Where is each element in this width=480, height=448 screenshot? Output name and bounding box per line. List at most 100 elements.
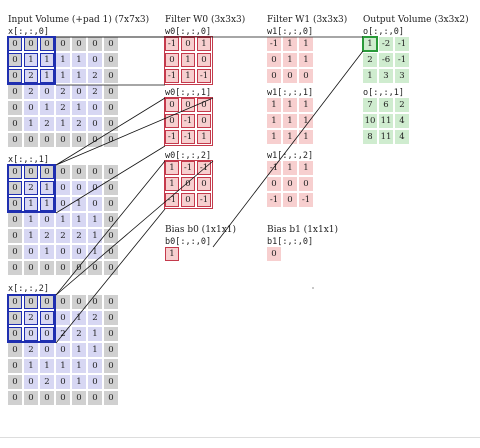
input-field-cell-outline [8,37,22,51]
w0-grid-0-cell: 0 [197,53,211,67]
input-grid-2-cell: 0 [88,359,102,373]
w0-cell-outline [165,193,179,207]
input-grid-0-cell: 2 [56,85,70,99]
input-grid-1-cell: 0 [72,165,86,179]
input-field-cell-outline [24,311,38,325]
w1-grid-1-cell: 1 [299,114,313,128]
input-field-cell-outline [8,181,22,195]
w0-cell-outline [165,130,179,144]
input-grid-2-cell: 1 [56,359,70,373]
input-grid-2-cell: 0 [88,375,102,389]
input-grid-2-cell: 0 [24,391,38,405]
input-field-cell-outline [8,311,22,325]
input-field-cell-outline [40,295,54,309]
w1-grid-2-cell: 0 [299,177,313,191]
input-grid-0-cell: 0 [8,53,22,67]
input-grid-2-cell: 0 [56,375,70,389]
input-grid-0-cell: 1 [40,69,54,83]
output-slice-label-1: o[:,:,1] [363,88,404,98]
input-grid-1-cell: 0 [56,197,70,211]
w1-grid-2-cell: 0 [283,177,297,191]
w0-cell-outline [165,98,179,112]
w0-slice-label-1: w0[:,:,1] [165,88,212,98]
input-grid-0-cell: 2 [24,85,38,99]
input-grid-0-cell: 1 [40,53,54,67]
input-grid-0-cell: 1 [72,69,86,83]
input-field-cell-outline [8,295,22,309]
input-field-cell-outline [8,69,22,83]
input-grid-1-cell: 2 [56,229,70,243]
input-grid-1-cell: 0 [8,165,22,179]
output-grid-1-cell: 11 [379,130,393,144]
w0-grid-0-cell: 0 [165,53,179,67]
output-grid-0-cell: -2 [379,37,393,51]
w0-cell-outline [181,130,195,144]
w0-cell-outline [181,177,195,191]
input-grid-0-cell: 0 [72,133,86,147]
w1-grid-1-cell: 1 [283,98,297,112]
w0-cell-outline [165,161,179,175]
input-grid-1-cell: 2 [24,181,38,195]
w0-grid-0-cell: 1 [181,69,195,83]
input-grid-2-cell: 0 [88,295,102,309]
input-grid-1-cell: 0 [40,261,54,275]
w1-grid-2-cell: 1 [299,161,313,175]
output-grid-0-cell: 1 [363,37,377,51]
input-field-cell-outline [8,165,22,179]
w1-grid-2-cell: -1 [299,193,313,207]
input-grid-1-cell: 0 [88,181,102,195]
input-grid-2-cell: 2 [72,327,86,341]
output-grid-0-cell: 1 [363,69,377,83]
input-grid-0-cell: 0 [104,69,118,83]
w1-slice-label-0: w1[:,:,0] [267,27,314,37]
w1-grid-0-cell: 0 [283,69,297,83]
output-grid-1-cell: 11 [379,114,393,128]
input-grid-0-cell: 0 [24,37,38,51]
input-grid-1-cell: 1 [24,197,38,211]
input-grid-0-cell: 0 [72,37,86,51]
input-grid-2-cell: 0 [104,359,118,373]
w0-cell-outline [197,98,211,112]
input-grid-1-cell: 1 [40,197,54,211]
w1-grid-1-cell: 1 [267,98,281,112]
input-grid-0-cell: 0 [8,101,22,115]
input-slice-label-1: x[:,:,1] [8,155,49,165]
w1-grid-0: -1 1 1 0 1 1 0 0 0 [267,37,315,85]
input-grid-1-cell: 0 [8,213,22,227]
output-grid-0-cell: -6 [379,53,393,67]
output-grid-0: 1 -2 -1 2 -6 -1 1 3 3 [363,37,411,85]
input-grid-1-cell: 0 [88,197,102,211]
w0-grid-0-cell: -1 [197,69,211,83]
input-grid-2-cell: 0 [88,391,102,405]
w1-slice-label-1: w1[:,:,1] [267,88,314,98]
input-grid-1-cell: 0 [72,181,86,195]
w1-grid-1-cell: 1 [299,130,313,144]
output-grid-1-cell: 6 [379,98,393,112]
w1-grid-1-cell: 1 [283,130,297,144]
input-grid-1-cell: 0 [88,165,102,179]
input-field-cell-outline [8,53,22,67]
w1-grid-1-cell: 1 [283,114,297,128]
w0-cell-outline [181,69,195,83]
input-grid-0-cell: 0 [72,85,86,99]
input-grid-0-cell: 0 [88,37,102,51]
input-grid-1-cell: 0 [24,165,38,179]
output-grid-1-cell: 8 [363,130,377,144]
input-field-cell-outline [24,295,38,309]
input-grid-2-cell: 0 [56,343,70,357]
w0-grid-0-cell: 0 [181,37,195,51]
output-grid-1-cell: 2 [395,98,409,112]
input-grid-2-cell: 2 [88,311,102,325]
w1-grid-2-cell: 0 [283,193,297,207]
w0-slice-label-0: w0[:,:,0] [165,27,212,37]
input-grid-2-cell: 0 [104,343,118,357]
w0-cell-outline [165,69,179,83]
input-grid-0-cell: 1 [24,117,38,131]
input-grid-2-cell: 1 [72,375,86,389]
bottom-divider [0,437,480,438]
bias-b1-label: b1[:,:,0] [267,237,314,247]
input-grid-0-cell: 0 [56,37,70,51]
input-grid-1-cell: 0 [104,261,118,275]
